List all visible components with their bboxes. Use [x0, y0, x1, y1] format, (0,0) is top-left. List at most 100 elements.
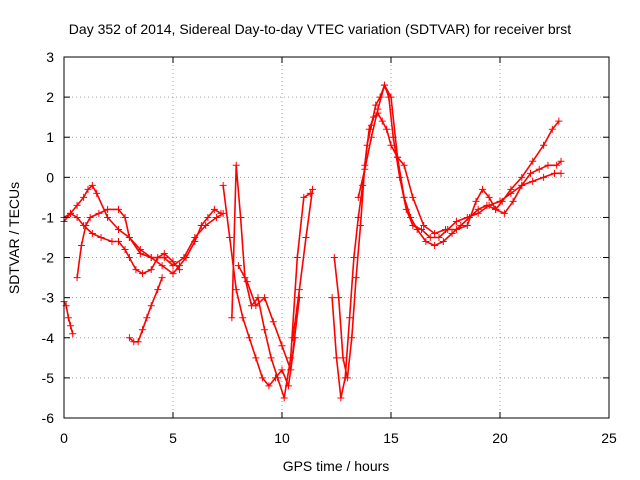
data-point: [228, 314, 236, 322]
data-point: [252, 302, 260, 310]
y-axis-label: SDTVAR / TECUs: [6, 182, 22, 294]
data-point: [138, 270, 146, 278]
y-tick-label: -6: [42, 410, 55, 426]
x-tick-label: 0: [60, 430, 68, 446]
data-point: [234, 262, 242, 270]
data-point: [121, 246, 129, 254]
data-point: [73, 201, 81, 209]
data-point: [219, 181, 227, 189]
data-point: [158, 274, 166, 282]
data-point: [93, 189, 101, 197]
data-point: [169, 270, 177, 278]
data-point: [245, 334, 253, 342]
data-point: [169, 262, 177, 270]
data-point: [540, 173, 548, 181]
series-line: [237, 265, 301, 371]
data-point: [485, 193, 493, 201]
data-point: [337, 394, 345, 402]
data-point: [426, 234, 434, 241]
y-tick-label: -1: [42, 209, 55, 225]
x-tick-label: 5: [169, 430, 177, 446]
data-point: [442, 225, 449, 233]
data-point: [555, 117, 563, 125]
data-point: [295, 294, 303, 302]
chart-title: Day 352 of 2014, Sidereal Day-to-day VTE…: [69, 21, 571, 37]
data-point: [535, 165, 543, 173]
data-point: [479, 185, 487, 193]
data-point: [328, 294, 336, 302]
data-point: [125, 234, 133, 241]
data-point: [529, 157, 537, 165]
data-point: [465, 213, 473, 221]
data-point: [380, 81, 388, 89]
data-point: [269, 318, 277, 326]
data-point: [226, 234, 234, 241]
data-point: [518, 181, 526, 189]
plot-frame: [63, 56, 610, 419]
data-point: [143, 314, 151, 322]
data-point: [483, 201, 491, 209]
data-point: [300, 193, 308, 201]
data-point: [237, 213, 245, 221]
data-point: [529, 177, 537, 185]
data-point: [88, 229, 96, 237]
series-track-l: [354, 81, 565, 250]
data-point: [261, 294, 269, 302]
data-point: [333, 354, 340, 362]
data-point: [339, 354, 347, 362]
data-point: [287, 366, 295, 374]
data-series: [60, 81, 565, 402]
data-point: [121, 213, 129, 221]
data-point: [67, 322, 75, 330]
data-point: [452, 217, 460, 225]
data-point: [278, 342, 286, 350]
data-point: [346, 314, 354, 322]
data-point: [400, 193, 408, 201]
data-point: [293, 254, 301, 262]
data-point: [352, 274, 360, 282]
axis-ticks: [63, 56, 610, 419]
data-point: [527, 169, 535, 177]
data-point: [413, 225, 421, 233]
data-point: [394, 153, 402, 161]
data-point: [82, 221, 90, 229]
y-tick-label: -2: [42, 250, 55, 266]
data-point: [88, 181, 96, 189]
data-point: [457, 221, 465, 229]
data-point: [180, 254, 188, 262]
data-point: [383, 125, 391, 133]
data-point: [289, 334, 297, 342]
data-point: [232, 161, 240, 169]
series-line: [222, 185, 296, 387]
data-point: [115, 205, 122, 213]
data-point: [557, 157, 565, 165]
series-track-k: [330, 109, 563, 382]
data-point: [108, 238, 116, 246]
data-point: [191, 234, 199, 241]
data-point: [125, 254, 133, 262]
data-point: [448, 229, 456, 237]
data-point: [267, 354, 275, 362]
data-point: [265, 382, 273, 390]
data-point: [104, 213, 112, 221]
data-point: [367, 133, 375, 141]
data-point: [147, 302, 155, 310]
data-point: [509, 197, 517, 205]
data-point: [431, 242, 439, 250]
data-point: [356, 221, 364, 229]
data-point: [507, 185, 515, 193]
data-point: [261, 326, 269, 334]
data-point: [80, 193, 88, 201]
data-point: [213, 213, 221, 221]
data-point: [132, 266, 140, 274]
x-tick-label: 25: [601, 430, 617, 446]
data-point: [387, 93, 395, 101]
data-point: [258, 374, 266, 382]
data-point: [354, 193, 362, 201]
data-point: [350, 254, 358, 262]
data-point: [64, 314, 72, 322]
data-point: [500, 209, 508, 217]
data-point: [158, 262, 166, 270]
series-track-i: [289, 185, 317, 342]
data-point: [553, 161, 561, 169]
